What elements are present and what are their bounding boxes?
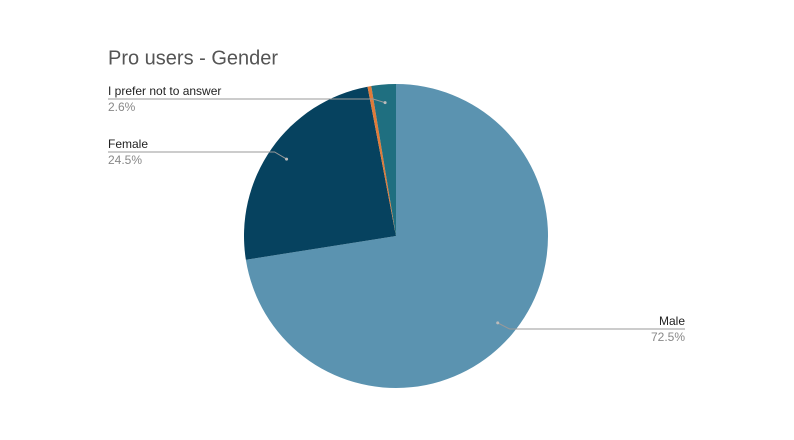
slice-label: Female: [108, 137, 148, 151]
slice-value-label: 24.5%: [108, 153, 142, 167]
pie-slice: [367, 86, 396, 236]
leader-line: [108, 98, 386, 104]
slice-value-label: 2.6%: [108, 100, 136, 114]
leader-line: [497, 322, 685, 330]
pie-slice: [371, 84, 396, 236]
pie-slice: [243, 86, 396, 260]
pie-slice: [245, 84, 548, 388]
leader-dot: [285, 157, 289, 161]
slice-value-label: 72.5%: [651, 330, 685, 344]
chart-title: Pro users - Gender: [108, 47, 278, 69]
slice-label: I prefer not to answer: [108, 84, 221, 98]
leader-dot: [383, 101, 387, 105]
leader-line: [108, 151, 287, 160]
slice-label: Male: [659, 314, 685, 328]
leader-dot: [496, 321, 500, 325]
